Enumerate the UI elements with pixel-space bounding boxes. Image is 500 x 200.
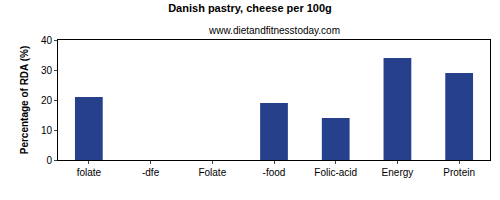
svg-text:10: 10: [41, 125, 53, 136]
svg-text:0: 0: [46, 155, 52, 166]
svg-text:Percentage of RDA (%): Percentage of RDA (%): [19, 46, 30, 155]
svg-text:folate: folate: [77, 167, 102, 178]
svg-text:Folic-acid: Folic-acid: [314, 167, 357, 178]
svg-text:-dfe: -dfe: [142, 167, 160, 178]
svg-text:Energy: Energy: [382, 167, 414, 178]
svg-text:Folate: Folate: [198, 167, 226, 178]
svg-text:Danish pastry, cheese per 100g: Danish pastry, cheese per 100g: [168, 2, 332, 14]
svg-text:20: 20: [41, 95, 53, 106]
svg-text:40: 40: [41, 35, 53, 46]
svg-text:Protein: Protein: [443, 167, 475, 178]
svg-text:-food: -food: [263, 167, 286, 178]
svg-text:30: 30: [41, 65, 53, 76]
svg-text:www.dietandfitnesstoday.com: www.dietandfitnesstoday.com: [208, 25, 340, 36]
